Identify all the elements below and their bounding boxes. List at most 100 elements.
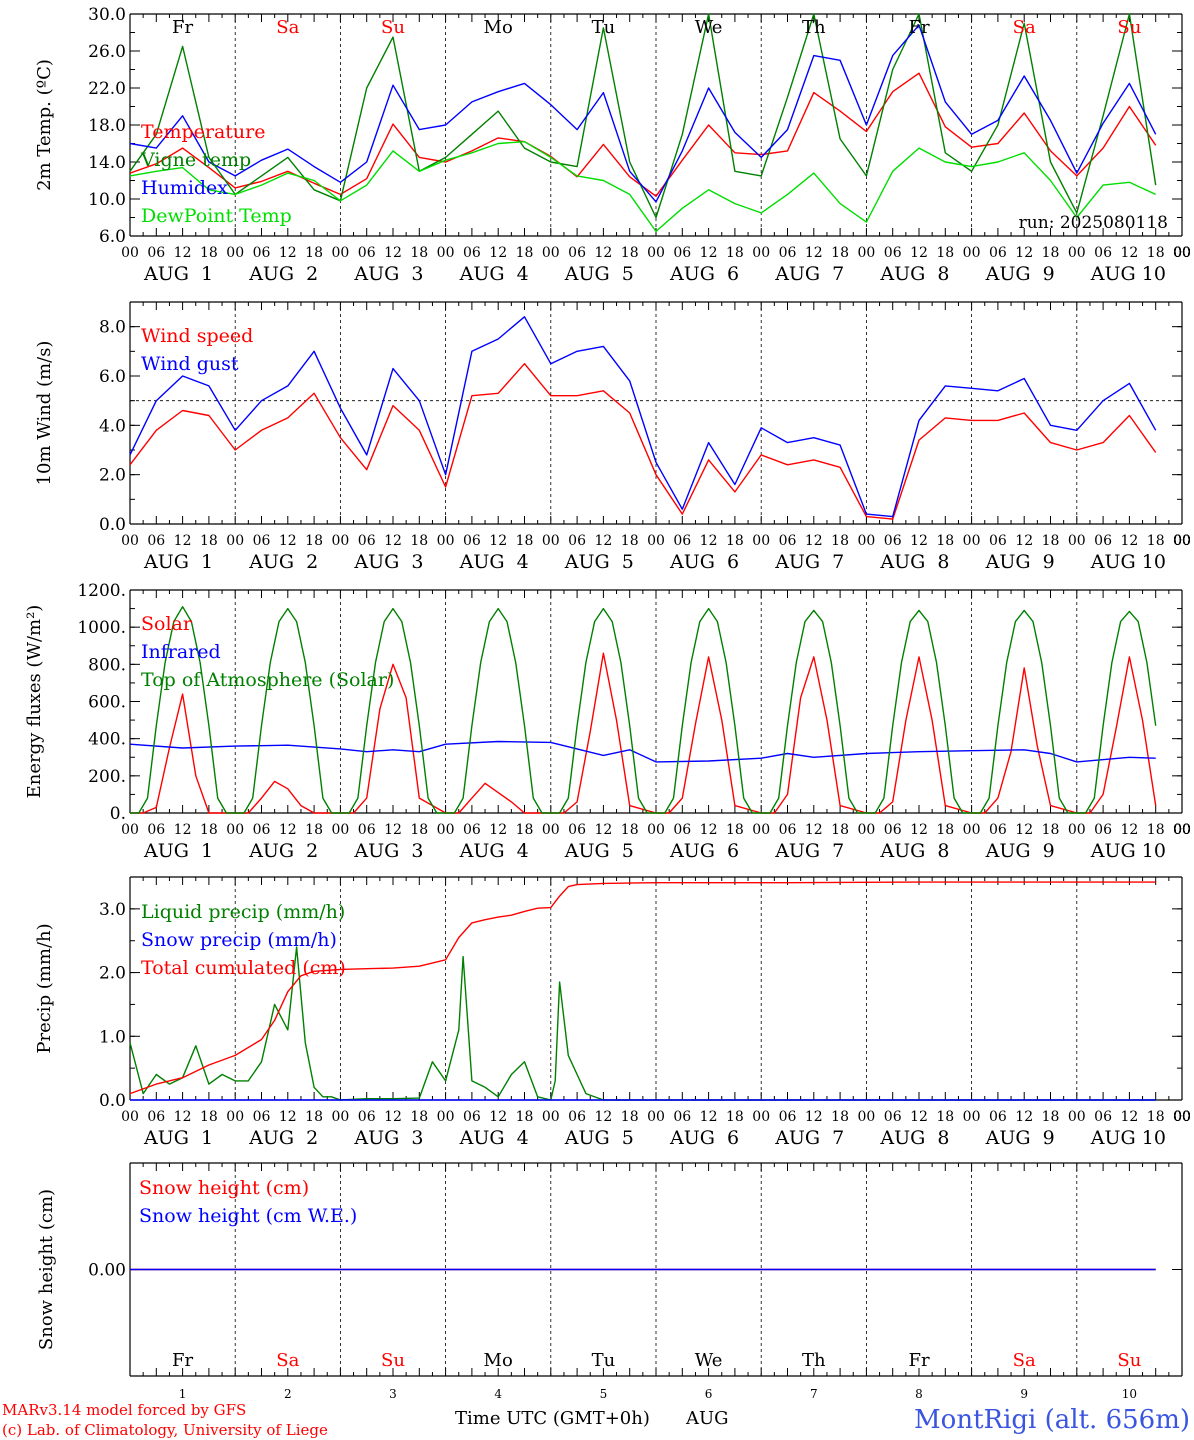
hour-tick-label: 00 <box>1173 822 1191 838</box>
date-label: AUG 7 <box>774 551 844 573</box>
y-tick-label: 2.0 <box>99 466 126 486</box>
hour-tick-label: 12 <box>910 533 928 549</box>
hour-tick-label: 18 <box>936 1109 954 1125</box>
hour-tick-label: 18 <box>936 245 954 261</box>
hour-tick-label: 06 <box>779 822 797 838</box>
date-label: AUG 4 <box>459 1127 529 1149</box>
date-label: AUG 8 <box>879 551 949 573</box>
series-line <box>129 740 1156 763</box>
weekday-label-top: Su <box>1117 17 1141 38</box>
hour-tick-label: 00 <box>1173 822 1191 838</box>
hour-tick-label: 18 <box>621 533 639 549</box>
hour-tick-label: 00 <box>1173 533 1191 549</box>
hour-tick-label: 06 <box>673 1109 691 1125</box>
series-line <box>130 606 1157 814</box>
hour-tick-label: 06 <box>989 245 1007 261</box>
hour-tick-label: 12 <box>1120 822 1138 838</box>
hour-tick-label: 06 <box>147 822 165 838</box>
day-number-label: 9 <box>1020 1387 1028 1401</box>
hour-tick-label: 18 <box>200 245 218 261</box>
hour-tick-label: 06 <box>463 822 481 838</box>
hour-tick-label: 18 <box>305 822 323 838</box>
hour-tick-label: 12 <box>805 245 823 261</box>
hour-tick-label: 06 <box>884 245 902 261</box>
date-label: AUG 6 <box>669 1127 739 1149</box>
day-number-label: 4 <box>494 1387 502 1401</box>
hour-tick-label: 12 <box>1120 533 1138 549</box>
hour-tick-label: 18 <box>1147 533 1165 549</box>
hour-tick-label: 00 <box>1173 533 1191 549</box>
time-axis-label: Time UTC (GMT+0h) <box>455 1408 650 1429</box>
hour-tick-label: 06 <box>358 822 376 838</box>
date-label: AUG 5 <box>564 840 634 862</box>
hour-tick-label: 18 <box>516 533 534 549</box>
hour-tick-label: 00 <box>121 822 139 838</box>
series-line <box>129 24 1157 203</box>
hour-tick-label: 18 <box>516 822 534 838</box>
hour-tick-label: 12 <box>700 245 718 261</box>
hour-tick-label: 18 <box>621 1109 639 1125</box>
hour-tick-label: 18 <box>831 822 849 838</box>
hour-tick-label: 00 <box>226 245 244 261</box>
date-label: AUG 9 <box>985 1127 1055 1149</box>
hour-tick-label: 00 <box>1173 1109 1191 1125</box>
y-tick-label: 6.0 <box>99 227 126 247</box>
month-label: AUG <box>685 1408 729 1429</box>
date-label: AUG 2 <box>248 551 318 573</box>
date-label: AUG 8 <box>879 1127 949 1149</box>
hour-tick-label: 12 <box>1120 1109 1138 1125</box>
y-axis-title: 10m Wind (m/s) <box>34 341 55 486</box>
hour-tick-label: 12 <box>174 1109 192 1125</box>
hour-tick-label: 06 <box>779 245 797 261</box>
hour-tick-label: 12 <box>174 533 192 549</box>
hour-tick-label: 18 <box>1147 1109 1165 1125</box>
date-label: AUG 5 <box>564 263 634 285</box>
legend-entry: Liquid precip (mm/h) <box>141 901 345 923</box>
hour-tick-label: 00 <box>437 245 455 261</box>
date-label: AUG 1 <box>143 263 213 285</box>
hour-tick-label: 12 <box>384 822 402 838</box>
panel-3: 0. 200. 400. 600. 800. 1000. 1200. Energy fluxe… <box>24 581 1191 862</box>
hour-tick-label: 12 <box>174 822 192 838</box>
hour-tick-label: 00 <box>1173 822 1191 838</box>
hour-tick-label: 00 <box>331 533 349 549</box>
model-credit: MARv3.14 model forced by GFS <box>2 1401 246 1419</box>
y-tick-label: 0.0 <box>99 515 126 535</box>
hour-tick-label: 06 <box>463 245 481 261</box>
hour-tick-label: 00 <box>752 1109 770 1125</box>
date-label: AUG 4 <box>459 263 529 285</box>
hour-tick-label: 00 <box>226 1109 244 1125</box>
hour-tick-label: 18 <box>831 533 849 549</box>
y-tick-label: 1000. <box>77 618 126 638</box>
hour-tick-label: 12 <box>279 822 297 838</box>
date-label: AUG 4 <box>459 551 529 573</box>
weekday-label-bottom: Sa <box>276 1350 299 1371</box>
hour-tick-label: 06 <box>884 533 902 549</box>
hour-tick-label: 06 <box>673 822 691 838</box>
hour-tick-label: 00 <box>1173 1109 1191 1125</box>
day-number-label: 1 <box>179 1387 187 1401</box>
date-label: AUG 10 <box>1090 263 1166 285</box>
hour-tick-label: 12 <box>700 822 718 838</box>
hour-tick-label: 12 <box>174 245 192 261</box>
hour-tick-label: 06 <box>1094 533 1112 549</box>
date-label: AUG 3 <box>353 263 423 285</box>
hour-tick-label: 00 <box>1173 1109 1191 1125</box>
hour-tick-label: 12 <box>279 533 297 549</box>
hour-tick-label: 00 <box>1173 822 1191 838</box>
date-label: AUG 7 <box>774 1127 844 1149</box>
date-label: AUG 2 <box>248 840 318 862</box>
hour-tick-label: 00 <box>1173 1109 1191 1125</box>
day-number-label: 7 <box>810 1387 818 1401</box>
weekday-label-top: Su <box>381 17 405 38</box>
hour-tick-label: 18 <box>1042 533 1060 549</box>
panel-5: 0.00 Snow height (cm) Snow height (cm) Snow… <box>36 1162 1183 1377</box>
legend-entry: Wind speed <box>141 325 253 347</box>
hour-tick-label: 00 <box>1173 245 1191 261</box>
hour-tick-label: 12 <box>910 822 928 838</box>
hour-tick-label: 00 <box>1173 533 1191 549</box>
hour-tick-label: 18 <box>936 822 954 838</box>
day-number-label: 6 <box>705 1387 713 1401</box>
y-tick-label: 0. <box>110 804 126 824</box>
day-number-label: 8 <box>915 1387 923 1401</box>
